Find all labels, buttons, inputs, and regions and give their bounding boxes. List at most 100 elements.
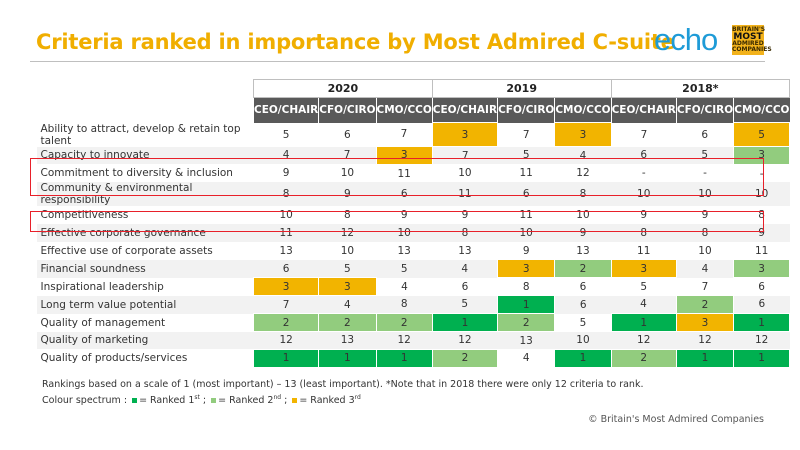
blank-header [36, 97, 254, 123]
year-2020: 2020 [253, 79, 433, 98]
rank-cell: 10 [554, 331, 612, 350]
rank-cell: 8 [376, 295, 433, 314]
rank-cell: 1 [497, 295, 556, 315]
rank-cell: 2 [675, 295, 735, 315]
criterion-label: Community & environmental responsibility [36, 182, 254, 207]
rank-cell: 11 [432, 182, 498, 207]
rank-cell: 8 [522, 280, 530, 293]
rank-cell: 10 [698, 245, 712, 257]
rank-cell: 12 [676, 331, 734, 350]
rank3-swatch [292, 398, 298, 404]
table-row: Quality of marketing 12 13 12 12 13 10 12 12 12 [36, 331, 790, 350]
rank-cell: 7 [253, 295, 319, 314]
page-title: Criteria ranked in importance by Most Ad… [36, 30, 675, 54]
table-row: Long term value potential 7 4 8 5 1 6 4 2 6 [36, 295, 790, 315]
rank-cell: 3 [733, 259, 791, 279]
year-header-row: 2020 2019 2018* [36, 79, 791, 98]
rank-cell: 5 [676, 146, 734, 165]
table-row: Effective use of corporate assets 13 10 13 1… [37, 242, 790, 260]
rank-cell: 6 [461, 280, 469, 293]
column-header: CFO/CIRO [675, 97, 734, 123]
rank-cell: 12 [611, 331, 677, 350]
rank-cell: 10 [458, 167, 472, 180]
rank-cell: 9 [282, 167, 290, 180]
criterion-label: Effective corporate governance [36, 224, 254, 243]
rank-cell: 2 [431, 348, 499, 368]
criterion-label: Quality of products/services [40, 352, 188, 365]
rank-cell: 11 [754, 244, 769, 257]
title-divider [30, 61, 765, 62]
rank-cell: 10 [733, 182, 790, 207]
criterion-label: Competitiveness [40, 209, 129, 222]
rank-cell: 12 [318, 224, 377, 243]
rank-cell: 1 [733, 348, 791, 368]
rank-cell: 7 [432, 146, 498, 165]
rank-cell: 6 [611, 146, 677, 165]
rank-cell: 12 [432, 331, 498, 350]
rank-cell: 2 [497, 313, 556, 333]
scale-note: Rankings based on a scale of 1 (most imp… [42, 379, 644, 390]
rank-cell: 3 [610, 259, 677, 279]
rank-cell: 9 [701, 209, 709, 222]
rank-cell: 1 [318, 348, 377, 368]
rank-cell: 1 [610, 313, 677, 333]
rank-cell: 5 [579, 316, 587, 329]
rank-cell: - [759, 167, 764, 180]
rank-cell: 7 [522, 128, 530, 141]
rank-cell: 12 [376, 331, 433, 350]
table-row: Commitment to diversity & inclusion 9 10 11… [37, 164, 790, 182]
rank-cell: 2 [610, 348, 677, 368]
table-row: Ability to attract, develop & retain top… [37, 122, 791, 147]
rank1-swatch [132, 398, 138, 404]
criterion-label: Long term value potential [36, 295, 254, 314]
rank-cell: 7 [640, 128, 648, 141]
rank-cell: 11 [519, 167, 533, 180]
column-header: CMO/CCO [375, 97, 433, 123]
rank-cell: 2 [375, 313, 433, 333]
rank-cell: 8 [676, 224, 734, 243]
criterion-label: Quality of management [40, 316, 166, 329]
rank-cell: 7 [318, 146, 377, 165]
rank-cell: 1 [675, 348, 735, 368]
rank-cell: 6 [497, 182, 555, 207]
rank-cell: 4 [318, 295, 377, 314]
rank-cell: 7 [400, 128, 408, 141]
rank-cell: 13 [279, 245, 293, 257]
rank-cell: 4 [554, 146, 612, 165]
criterion-label: Quality of marketing [36, 331, 254, 350]
rank-cell: 1 [375, 348, 433, 368]
column-header: CMO/CCO [554, 97, 612, 123]
copyright: © Britain's Most Admired Companies [588, 414, 764, 425]
rank-cell: 5 [282, 128, 290, 141]
table-row: Quality of products/services 1 1 1 2 4 1 2 1 1 [37, 348, 791, 368]
rank-cell: 6 [376, 182, 433, 207]
rank-cell: 6 [253, 259, 319, 278]
rank-cell: 1 [733, 313, 791, 333]
rank-cell: 12 [576, 167, 590, 180]
rank-cell: 4 [253, 146, 319, 165]
criterion-label: Commitment to diversity & inclusion [40, 167, 233, 180]
column-header: CFO/CIRO [497, 97, 555, 123]
rank-cell: 13 [458, 245, 472, 257]
rank-cell: 8 [344, 209, 351, 222]
rank-cell: 5 [733, 122, 791, 147]
rank-cell: 6 [579, 281, 587, 294]
rank-cell: 6 [733, 295, 790, 314]
rank-cell: 6 [758, 281, 765, 294]
rank-cell: 2 [318, 313, 377, 333]
year-2018: 2018* [610, 79, 791, 98]
rank-cell: 13 [318, 331, 377, 350]
rank-cell: 4 [432, 259, 498, 278]
column-header-row: CEO/CHAIR CFO/CIRO CMO/CCO CEO/CHAIR CFO/CIR… [36, 97, 790, 123]
rank-cell: 10 [340, 167, 355, 180]
table-row: Inspirational leadership 3 3 4 6 8 6 5 7 6 [37, 277, 790, 297]
rank-cell: 3 [252, 277, 320, 297]
rank-cell: 5 [497, 146, 555, 165]
year-2019: 2019 [431, 79, 612, 98]
table-row: Competitiveness 10 8 9 9 11 10 9 9 8 [37, 206, 790, 224]
column-header: CMO/CCO [733, 97, 790, 123]
rank-cell: 5 [376, 259, 433, 278]
rank-cell: 6 [344, 128, 351, 141]
criterion-label: Financial soundness [36, 259, 254, 278]
rank-cell: 3 [554, 122, 612, 147]
